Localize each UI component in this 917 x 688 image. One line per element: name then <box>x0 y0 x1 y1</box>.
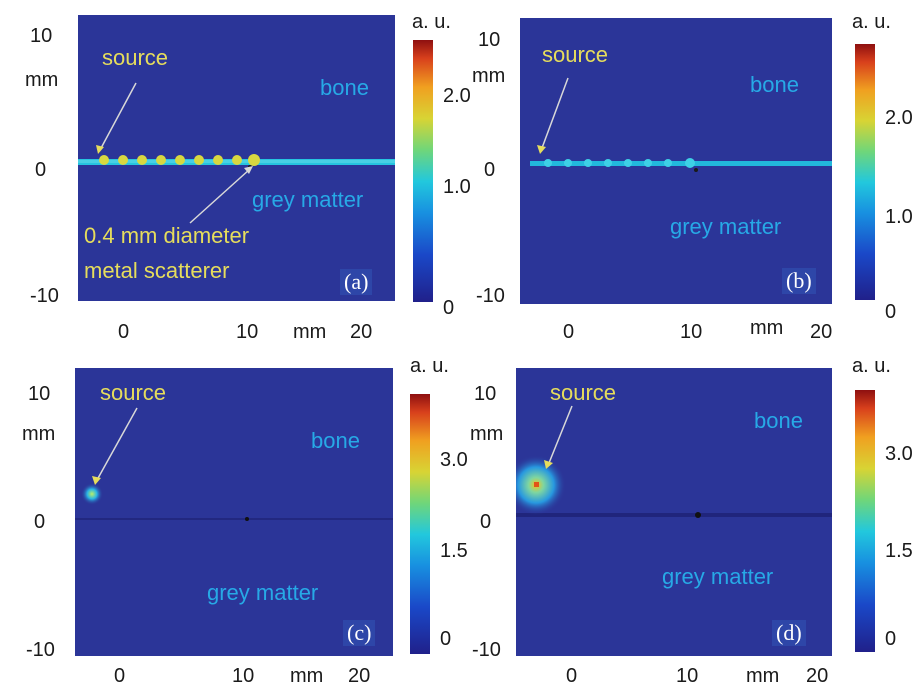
colorbar-tick-mid-d: 1.5 <box>885 540 913 562</box>
y-unit-d: mm <box>470 423 504 445</box>
y-unit-b: mm <box>472 65 506 87</box>
annotation-grey-matter-d: grey matter <box>662 564 774 589</box>
x-tick-20-d: 20 <box>806 665 829 687</box>
x-unit-b: mm <box>750 317 784 339</box>
y-tick-neg10-a: -10 <box>30 285 59 307</box>
y-tick-10-a: 10 <box>30 25 53 47</box>
x-tick-10-c: 10 <box>232 665 255 687</box>
annotation-source-b: source <box>542 42 609 67</box>
field-pattern-b <box>530 77 832 172</box>
y-tick-neg10-d: -10 <box>472 639 501 661</box>
annotation-bone-b: bone <box>750 72 799 97</box>
x-tick-10-a: 10 <box>236 321 259 343</box>
x-tick-0-b: 0 <box>563 321 575 343</box>
annotation-scatterer-line2-a: metal scatterer <box>84 258 230 283</box>
x-tick-0-c: 0 <box>114 665 126 687</box>
y-tick-0-a: 0 <box>35 159 47 181</box>
annotation-bone-a: bone <box>320 75 369 100</box>
colorbar-tick-zero-c: 0 <box>440 628 452 650</box>
panel-label-a: (a) <box>340 269 373 295</box>
annotation-source-d: source <box>550 380 617 405</box>
field-pattern-d <box>516 405 832 518</box>
field-plot-a: source bone grey matter 0.4 mm diameter … <box>78 15 395 301</box>
x-tick-20-a: 20 <box>350 321 373 343</box>
annotation-grey-matter-c: grey matter <box>207 580 319 605</box>
colorbar-title-c: a. u. <box>410 355 449 377</box>
annotation-grey-matter-a: grey matter <box>252 187 364 212</box>
colorbar-tick-high-b: 2.0 <box>885 107 913 129</box>
x-tick-20-c: 20 <box>348 665 371 687</box>
colorbar-d <box>855 390 875 652</box>
annotation-source-c: source <box>100 380 167 405</box>
x-tick-10-d: 10 <box>676 665 699 687</box>
colorbar-b <box>855 44 875 300</box>
panel-label-c: (c) <box>343 620 376 646</box>
x-tick-20-b: 20 <box>810 321 833 343</box>
colorbar-tick-zero-d: 0 <box>885 628 897 650</box>
field-plot-c: source bone grey matter (c) <box>75 368 393 656</box>
x-tick-0-a: 0 <box>118 321 130 343</box>
colorbar-tick-mid-a: 1.0 <box>443 176 471 198</box>
field-plot-d: source bone grey matter (d) <box>516 368 832 656</box>
x-unit-c: mm <box>290 665 324 687</box>
y-tick-0-b: 0 <box>484 159 496 181</box>
panel-label-d: (d) <box>772 620 806 646</box>
annotation-bone-d: bone <box>754 408 803 433</box>
x-tick-10-b: 10 <box>680 321 703 343</box>
panel-label-b: (b) <box>782 268 816 294</box>
y-tick-neg10-c: -10 <box>26 639 55 661</box>
y-tick-10-b: 10 <box>478 29 501 51</box>
field-pattern-c <box>75 407 393 521</box>
y-tick-0-d: 0 <box>480 511 492 533</box>
annotation-scatterer-line1-a: 0.4 mm diameter <box>84 223 250 248</box>
annotation-bone-c: bone <box>311 428 360 453</box>
annotation-grey-matter-b: grey matter <box>670 214 782 239</box>
colorbar-tick-mid-c: 1.5 <box>440 540 468 562</box>
colorbar-c <box>410 394 430 654</box>
colorbar-tick-high-c: 3.0 <box>440 449 468 471</box>
field-plot-b: source bone grey matter (b) <box>520 18 832 304</box>
y-unit-c: mm <box>22 423 56 445</box>
colorbar-tick-mid-b: 1.0 <box>885 206 913 228</box>
colorbar-title-b: a. u. <box>852 11 891 33</box>
y-tick-neg10-b: -10 <box>476 285 505 307</box>
x-tick-0-d: 0 <box>566 665 578 687</box>
colorbar-a <box>413 40 433 302</box>
y-unit-a: mm <box>25 69 59 91</box>
x-unit-d: mm <box>746 665 780 687</box>
colorbar-tick-zero-a: 0 <box>443 297 455 319</box>
field-pattern-a <box>78 82 395 224</box>
colorbar-tick-zero-b: 0 <box>885 301 897 323</box>
y-tick-0-c: 0 <box>34 511 46 533</box>
y-tick-10-d: 10 <box>474 383 497 405</box>
colorbar-tick-high-a: 2.0 <box>443 85 471 107</box>
colorbar-tick-high-d: 3.0 <box>885 443 913 465</box>
colorbar-title-a: a. u. <box>412 11 451 33</box>
x-unit-a: mm <box>293 321 327 343</box>
colorbar-title-d: a. u. <box>852 355 891 377</box>
y-tick-10-c: 10 <box>28 383 51 405</box>
annotation-source-a: source <box>102 45 169 70</box>
